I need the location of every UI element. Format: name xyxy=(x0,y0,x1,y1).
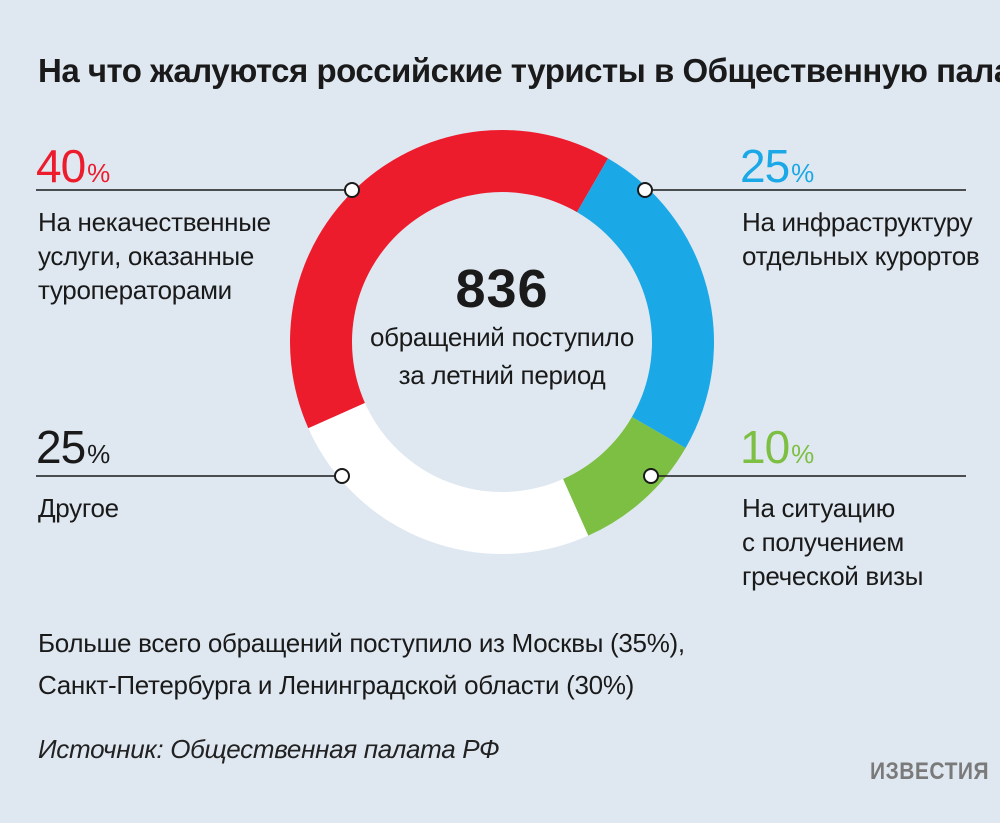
izvestia-logo: ИЗВЕСТИЯ xyxy=(870,758,990,785)
donut-segment-visa xyxy=(563,417,686,536)
label-other: Другое xyxy=(38,491,119,525)
center-caption-line: обращений поступило xyxy=(369,322,635,352)
footnote: Больше всего обращений поступило из Моск… xyxy=(38,622,685,706)
chart-title: На что жалуются российские туристы в Общ… xyxy=(38,52,1000,89)
leader-dot-visa xyxy=(643,468,659,484)
label-line: Другое xyxy=(38,493,119,523)
label-services: На некачественные услуги, оказанные туро… xyxy=(38,205,271,307)
footnote-line: Больше всего обращений поступило из Моск… xyxy=(38,628,685,658)
source-caption: Источник: Общественная палата РФ xyxy=(38,734,500,764)
donut-segment-infrastructure xyxy=(577,158,714,448)
leader-dot-other xyxy=(334,468,350,484)
label-line: отдельных курортов xyxy=(742,241,980,271)
label-infrastructure: На инфраструктуру отдельных курортов xyxy=(742,205,980,273)
value-infrastructure-sign: % xyxy=(791,158,814,188)
leader-dot-services xyxy=(344,182,360,198)
label-line: услуги, оказанные xyxy=(38,241,255,271)
value-other: 25% xyxy=(36,421,110,473)
value-visa: 10% xyxy=(740,421,814,473)
label-line: греческой визы xyxy=(742,561,924,591)
donut-segment-other xyxy=(308,403,589,554)
value-services-number: 40 xyxy=(36,140,86,192)
center-caption: обращений поступило за летний период xyxy=(352,318,652,394)
center-caption-line: за летний период xyxy=(398,360,606,390)
leader-dot-infrastructure xyxy=(637,182,653,198)
label-line: На некачественные xyxy=(38,207,271,237)
value-infrastructure-number: 25 xyxy=(740,140,790,192)
value-infrastructure: 25% xyxy=(740,140,814,192)
donut-segment-services xyxy=(289,129,608,429)
value-other-sign: % xyxy=(87,439,110,469)
value-visa-number: 10 xyxy=(740,421,790,473)
value-services-sign: % xyxy=(87,158,110,188)
value-visa-sign: % xyxy=(791,439,814,469)
value-other-number: 25 xyxy=(36,421,86,473)
value-services: 40% xyxy=(36,140,110,192)
label-line: с получением xyxy=(742,527,904,557)
footnote-line: Санкт-Петербурга и Ленинградской области… xyxy=(38,670,635,700)
label-line: На ситуацию xyxy=(742,493,895,523)
label-line: На инфраструктуру xyxy=(742,207,973,237)
label-visa: На ситуацию с получением греческой визы xyxy=(742,491,923,593)
center-total: 836 xyxy=(455,259,549,319)
label-line: туроператорами xyxy=(38,275,232,305)
